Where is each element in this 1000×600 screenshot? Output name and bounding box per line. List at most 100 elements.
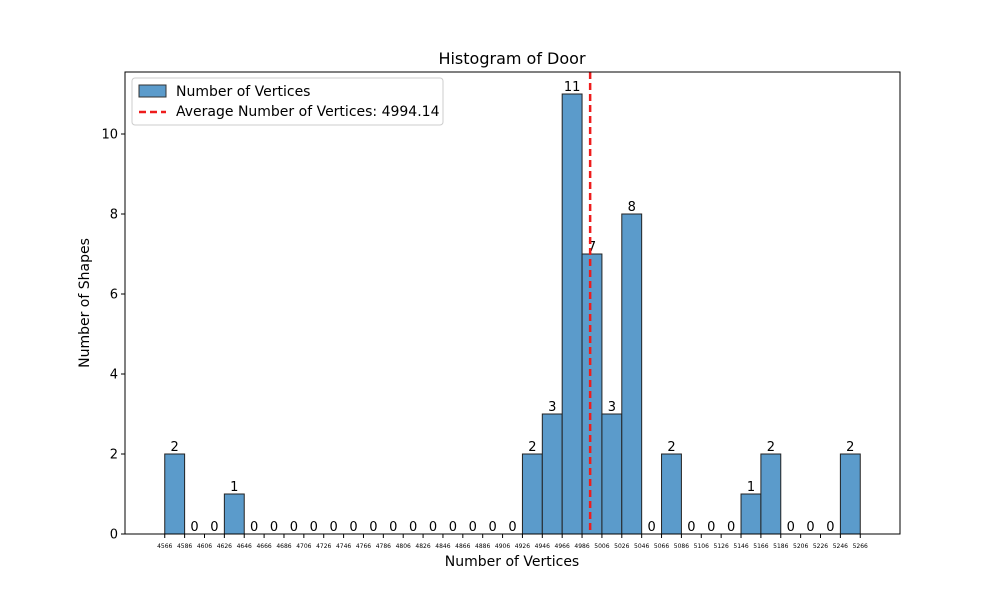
x-tick-label: 5026	[614, 543, 629, 550]
x-tick-label: 4666	[256, 543, 271, 550]
bar-value-label: 0	[290, 520, 298, 535]
bar-value-label: 2	[528, 440, 536, 455]
x-tick-label: 4726	[316, 543, 331, 550]
bar-value-label: 1	[230, 480, 238, 495]
y-tick-label: 0	[110, 528, 118, 543]
histogram-bar	[561, 93, 583, 535]
bar-value-label: 0	[190, 520, 198, 535]
bar-value-label: 0	[310, 520, 318, 535]
x-tick-label: 4606	[197, 543, 212, 550]
x-tick-label: 4826	[415, 543, 430, 550]
x-tick-label: 4966	[555, 543, 570, 550]
bar-value-label: 0	[429, 520, 437, 535]
y-tick-label: 6	[110, 288, 118, 303]
bar-value-label: 0	[488, 520, 496, 535]
y-axis-ticks: 0 2 4 6 8 10	[101, 128, 125, 543]
bar-value-label: 0	[330, 520, 338, 535]
legend-label-bars: Number of Vertices	[176, 84, 310, 100]
x-tick-label: 4886	[475, 543, 490, 550]
x-tick-label: 4626	[217, 543, 232, 550]
bar-value-label: 0	[647, 520, 655, 535]
x-tick-label: 5246	[833, 543, 848, 550]
bar-value-label: 0	[687, 520, 695, 535]
legend-swatch-bars	[138, 84, 167, 98]
y-axis-label: Number of Shapes	[77, 238, 93, 368]
legend-label-average: Average Number of Vertices: 4994.14	[176, 104, 440, 120]
histogram-bar	[164, 453, 186, 535]
bar-value-label: 0	[707, 520, 715, 535]
histogram-bar	[223, 493, 245, 535]
bar-value-label: 2	[846, 440, 854, 455]
bar-value-label: 0	[250, 520, 258, 535]
x-tick-label: 4586	[177, 543, 192, 550]
plot-frame	[124, 71, 901, 535]
bar-value-label: 0	[727, 520, 735, 535]
chart-title: Histogram of Door	[438, 49, 585, 68]
x-tick-label: 4766	[356, 543, 371, 550]
x-tick-label: 5046	[634, 543, 649, 550]
x-tick-label: 4566	[157, 543, 172, 550]
bars-layer	[164, 93, 861, 535]
y-tick-label: 2	[110, 448, 118, 463]
bar-value-label: 0	[806, 520, 814, 535]
y-tick-label: 8	[110, 208, 118, 223]
x-tick-label: 4646	[237, 543, 252, 550]
bar-value-label: 0	[469, 520, 477, 535]
bar-value-label: 0	[449, 520, 457, 535]
x-tick-label: 4706	[296, 543, 311, 550]
histogram-bar	[760, 453, 782, 535]
bar-value-label: 0	[508, 520, 516, 535]
x-tick-label: 5106	[694, 543, 709, 550]
x-tick-label: 4946	[535, 543, 550, 550]
bar-value-label: 7	[588, 240, 596, 255]
histogram-bar	[521, 453, 543, 535]
bar-value-label: 0	[270, 520, 278, 535]
histogram-bar	[740, 493, 762, 535]
bar-value-label: 0	[369, 520, 377, 535]
x-tick-label: 4926	[515, 543, 530, 550]
x-tick-label: 4806	[396, 543, 411, 550]
x-tick-label: 4686	[276, 543, 291, 550]
x-tick-label: 4746	[336, 543, 351, 550]
histogram-bar	[581, 253, 603, 535]
x-axis-ticks: 4566 4586 4606 4626 4646 4666 4686 4706 4726 4746…	[157, 534, 868, 550]
x-tick-label: 4786	[376, 543, 391, 550]
bar-value-label: 0	[349, 520, 357, 535]
x-tick-label: 4986	[574, 543, 589, 550]
x-tick-label: 5166	[753, 543, 768, 550]
bar-value-label: 1	[747, 480, 755, 495]
histogram-bar	[621, 213, 643, 535]
y-tick-label: 4	[110, 368, 118, 383]
x-tick-label: 4906	[495, 543, 510, 550]
bar-value-label: 0	[787, 520, 795, 535]
bar-value-label: 2	[667, 440, 675, 455]
legend: Number of Vertices Average Number of Ver…	[131, 77, 444, 126]
bar-value-label: 8	[628, 200, 636, 215]
bar-value-label: 2	[171, 440, 179, 455]
legend-box	[131, 77, 444, 126]
bar-value-label: 11	[564, 80, 581, 95]
x-tick-label: 5266	[853, 543, 868, 550]
bar-value-label: 0	[389, 520, 397, 535]
x-tick-label: 5146	[733, 543, 748, 550]
bar-value-label: 3	[608, 400, 616, 415]
bar-value-label: 0	[409, 520, 417, 535]
histogram-bar	[601, 413, 623, 535]
bar-value-label: 0	[210, 520, 218, 535]
x-tick-label: 5186	[773, 543, 788, 550]
x-axis-label: Number of Vertices	[445, 554, 579, 570]
histogram-bar	[541, 413, 563, 535]
x-tick-label: 4866	[455, 543, 470, 550]
x-tick-label: 5226	[813, 543, 828, 550]
x-tick-label: 5126	[714, 543, 729, 550]
x-tick-label: 5086	[674, 543, 689, 550]
bar-value-label: 2	[767, 440, 775, 455]
x-tick-label: 4846	[435, 543, 450, 550]
bar-value-label: 3	[548, 400, 556, 415]
x-tick-label: 5066	[654, 543, 669, 550]
bar-value-label: 0	[826, 520, 834, 535]
y-tick-label: 10	[101, 128, 118, 143]
x-tick-label: 5206	[793, 543, 808, 550]
